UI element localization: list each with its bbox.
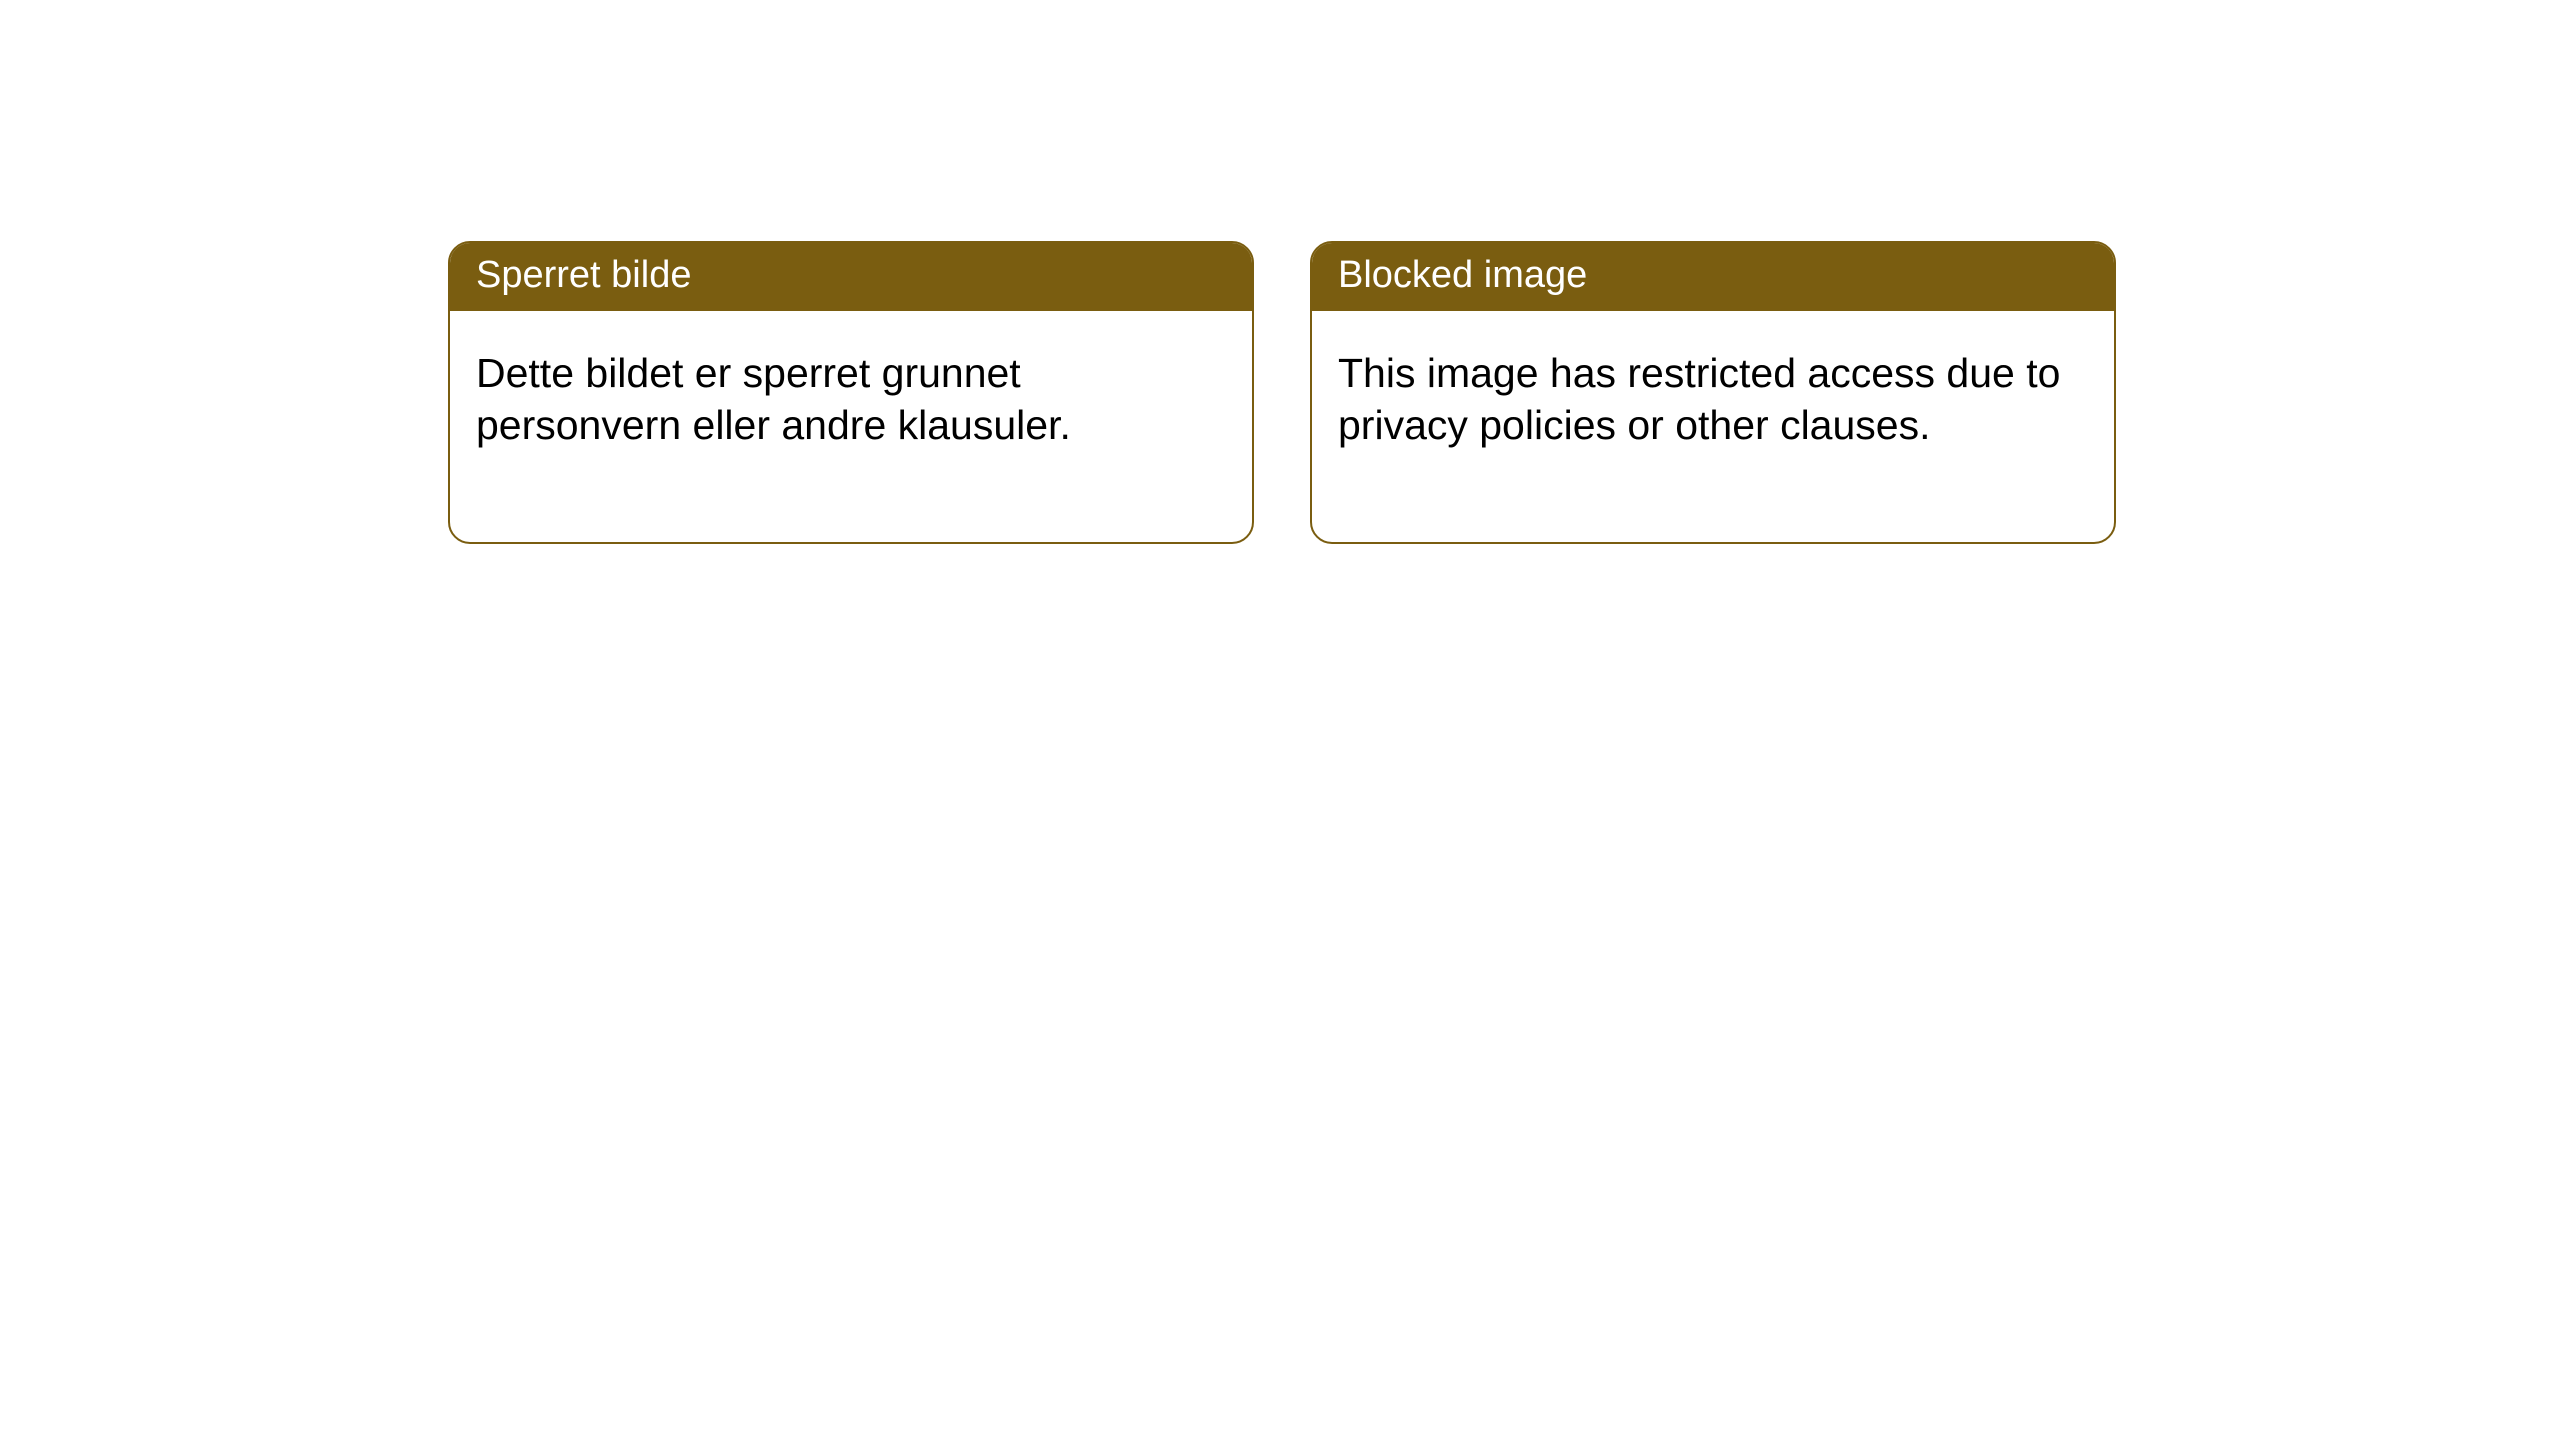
blocked-image-card-no: Sperret bilde Dette bildet er sperret gr…: [448, 241, 1254, 544]
card-header-no: Sperret bilde: [450, 243, 1252, 311]
card-body-no: Dette bildet er sperret grunnet personve…: [450, 311, 1252, 542]
notice-container: Sperret bilde Dette bildet er sperret gr…: [0, 0, 2560, 544]
blocked-image-card-en: Blocked image This image has restricted …: [1310, 241, 2116, 544]
card-header-en: Blocked image: [1312, 243, 2114, 311]
card-body-en: This image has restricted access due to …: [1312, 311, 2114, 542]
